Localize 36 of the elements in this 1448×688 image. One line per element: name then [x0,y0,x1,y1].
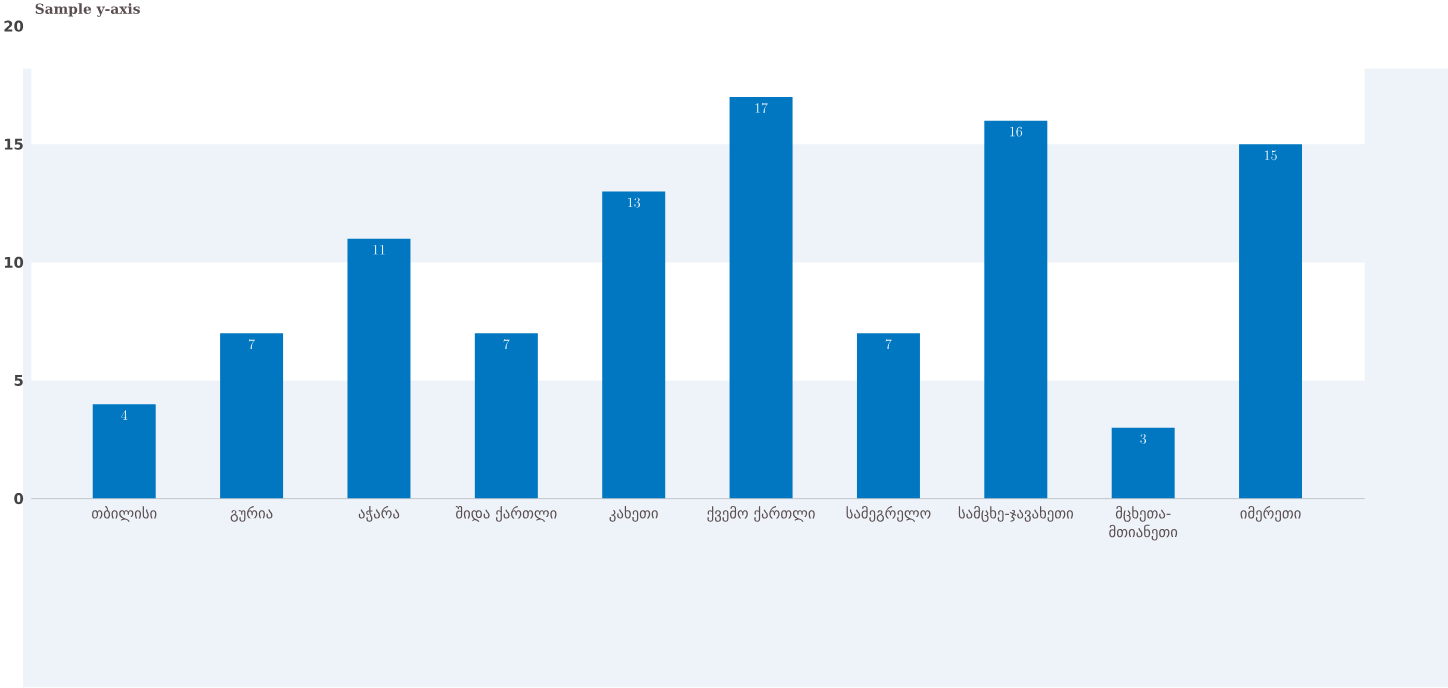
bar [729,97,793,499]
y-tick-label: 5 [14,375,23,387]
data-label: 11 [373,245,385,255]
data-label: 13 [628,197,641,208]
x-tick-label: კახეთი [609,506,658,522]
x-tick-label: აჭარა [358,506,400,522]
data-label: 16 [1010,127,1023,137]
bar [1239,144,1303,499]
data-label: 17 [755,103,768,114]
x-tick-label: შიდა ქართლი [455,506,557,523]
bar [220,333,284,499]
bar [1111,427,1175,499]
x-tick-label: ქვემო ქართლი [707,506,815,523]
x-tick-label: თბილისი [92,506,157,522]
x-tick-label: მცხეთა-მთიანეთი [1109,506,1178,541]
y-axis-title: Sample y-axis [35,3,140,17]
x-tick-label: სამეგრელო [846,506,931,523]
bar [474,333,538,499]
x-tick-label: სამცხე-ჯავახეთი [958,506,1073,523]
data-label: 4 [121,410,128,420]
y-tick-label: 0 [14,493,24,505]
x-tick-label: იმერეთი [1240,506,1301,523]
x-tick-label: გურია [230,506,273,522]
y-tick-label: 15 [4,139,23,150]
bar [984,120,1048,499]
bar [347,238,411,499]
data-label: 7 [248,339,255,350]
data-label: 3 [1140,434,1147,444]
data-label: 7 [885,339,892,350]
y-tick-label: 20 [4,20,24,32]
bar [602,191,666,499]
data-label: 15 [1264,150,1277,161]
data-label: 7 [503,339,510,350]
bar [856,333,920,499]
bar [92,404,156,499]
y-tick-label: 10 [4,257,24,269]
